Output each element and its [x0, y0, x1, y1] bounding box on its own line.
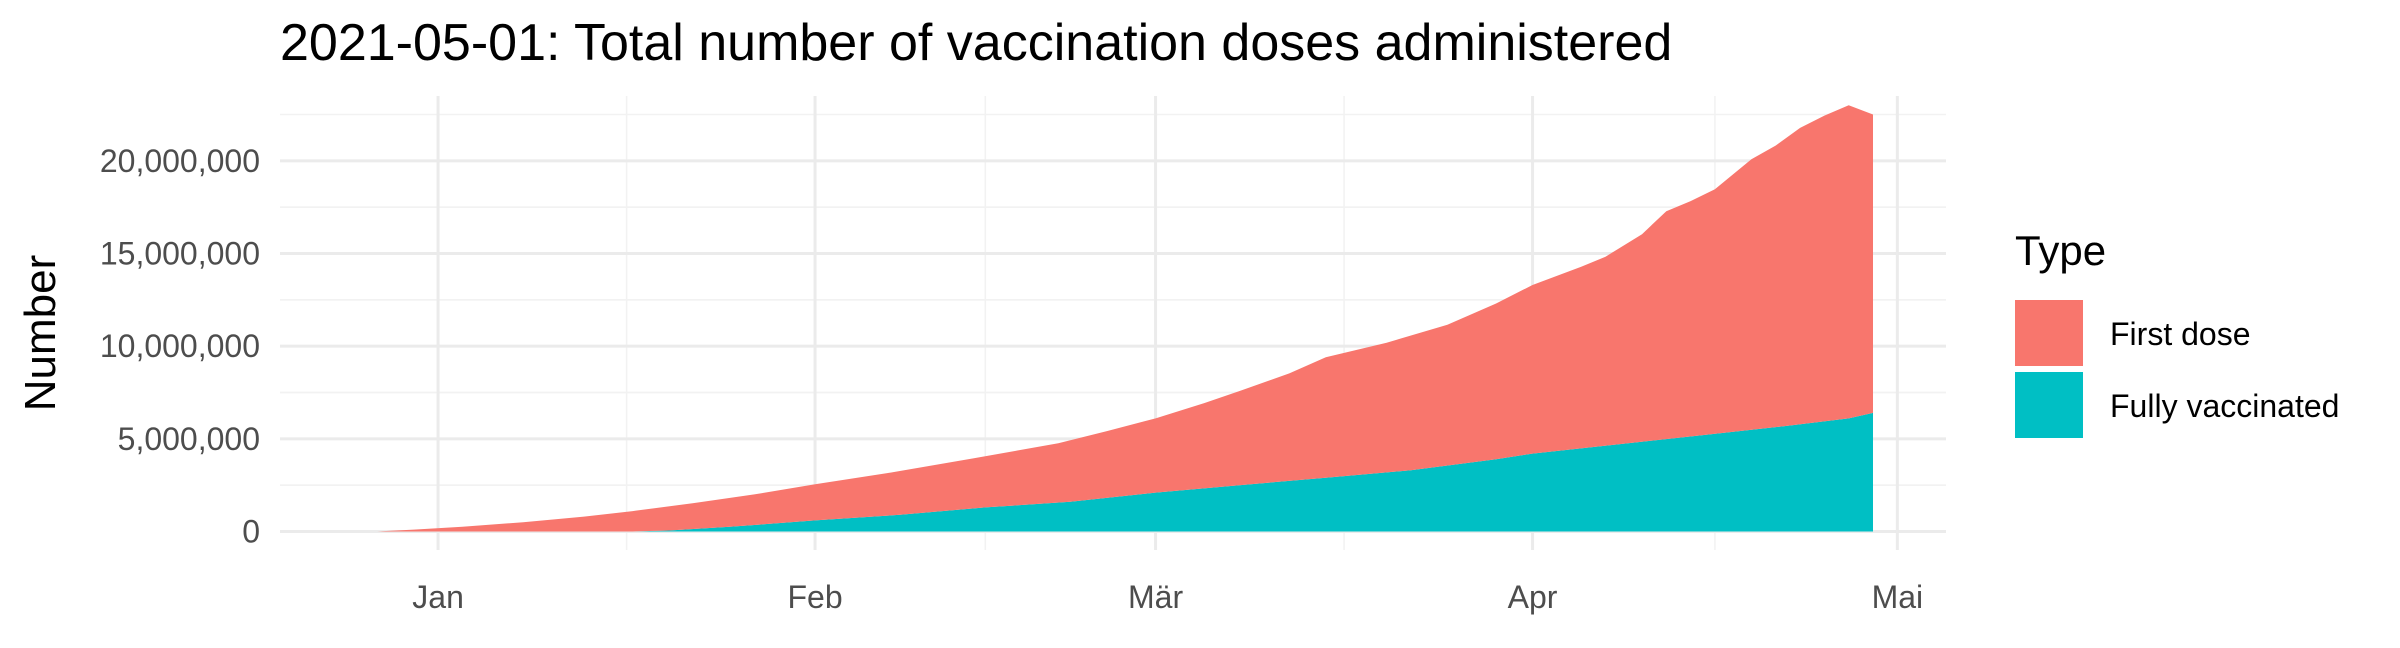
y-axis-label: Number [16, 255, 65, 412]
legend-items: First dose Fully vaccinated [2015, 300, 2339, 438]
y-tick-label: 20,000,000 [100, 143, 260, 179]
x-tick-label: Apr [1508, 579, 1558, 615]
area-series [377, 105, 1873, 532]
area-first-dose [377, 105, 1873, 532]
legend-title: Type [2015, 227, 2106, 274]
y-tick-label: 0 [242, 513, 260, 549]
x-axis-ticks: Jan Feb Mär Apr Mai [412, 579, 1923, 615]
y-tick-label: 5,000,000 [118, 421, 260, 457]
legend-swatch [2015, 300, 2083, 366]
x-tick-label: Jan [412, 579, 464, 615]
y-tick-label: 15,000,000 [100, 236, 260, 272]
x-tick-label: Mär [1128, 579, 1183, 615]
legend-label: Fully vaccinated [2110, 388, 2339, 424]
area-fully-vaccinated [377, 412, 1873, 532]
legend-swatch [2015, 372, 2083, 438]
x-tick-label: Mai [1872, 579, 1924, 615]
legend-label: First dose [2110, 316, 2250, 352]
legend: Type First dose Fully vaccinated [2015, 227, 2339, 438]
y-axis-ticks: 0 5,000,000 10,000,000 15,000,000 20,000,000 [100, 143, 260, 550]
x-tick-label: Feb [787, 579, 842, 615]
chart-title: 2021-05-01: Total number of vaccination … [280, 14, 1672, 72]
y-tick-label: 10,000,000 [100, 328, 260, 364]
